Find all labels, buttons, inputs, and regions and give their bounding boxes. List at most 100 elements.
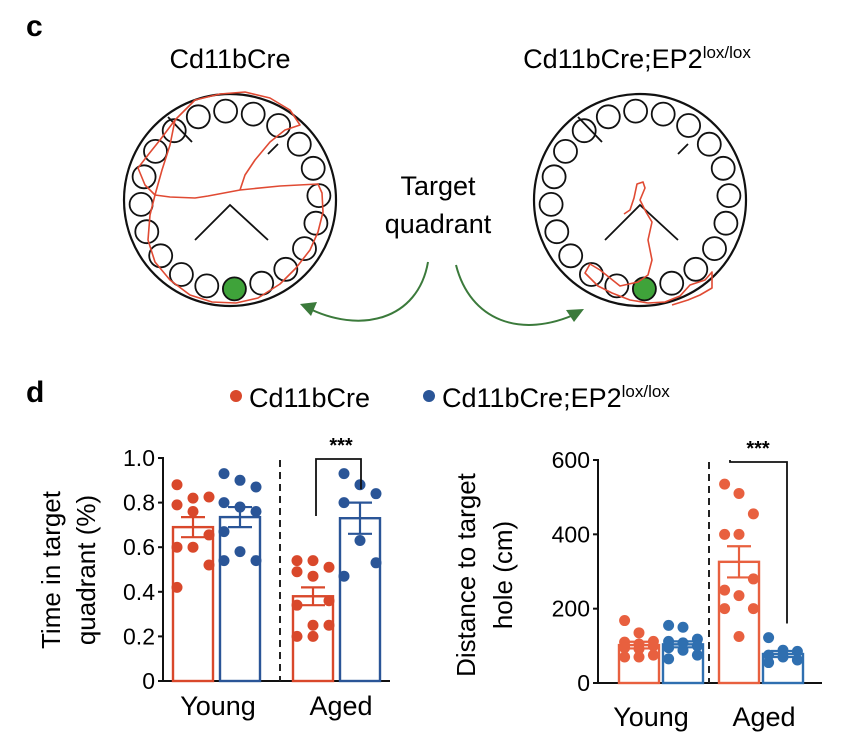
data-point <box>234 546 246 558</box>
data-point <box>763 632 775 644</box>
bar-young-knockout <box>218 515 262 683</box>
data-point <box>777 651 789 663</box>
data-point <box>323 595 335 607</box>
data-point <box>733 631 745 643</box>
data-point <box>663 619 675 631</box>
maze-hole <box>716 183 742 209</box>
data-point <box>291 630 303 642</box>
maze-hole <box>273 256 299 282</box>
barnes-maze-knockout <box>532 92 748 308</box>
data-point <box>250 555 262 567</box>
maze-hole <box>696 131 722 157</box>
target-quadrant-label-line2: quadrant <box>385 209 492 239</box>
data-point <box>354 535 366 547</box>
legend-label-control: Cd11bCre <box>249 383 370 413</box>
data-point <box>203 491 215 503</box>
maze-hole <box>194 273 220 299</box>
maze-hole <box>553 138 578 164</box>
data-point <box>733 528 745 540</box>
panel-letter-d: d <box>26 376 44 409</box>
quadrant-marker <box>677 143 689 155</box>
significance-stars: *** <box>329 435 353 457</box>
data-point <box>307 555 319 567</box>
maze-hole <box>676 113 701 138</box>
maze-hole <box>286 131 312 157</box>
barnes-maze-control <box>122 91 338 308</box>
data-point <box>733 487 745 499</box>
data-point <box>677 621 689 633</box>
maze-hole <box>544 219 570 245</box>
maze-outer-ring <box>532 92 748 308</box>
data-point <box>370 488 382 500</box>
legend-label-knockout: Cd11bCre;EP2lox/lox <box>442 382 670 413</box>
data-point <box>307 570 319 582</box>
maze-hole <box>595 104 621 130</box>
data-point <box>647 640 659 652</box>
data-point <box>218 497 230 509</box>
data-point <box>747 603 759 615</box>
maze-hole <box>128 191 154 217</box>
maze-hole <box>143 138 168 164</box>
chart-distance-to-hole: Distance to target hole (cm) Young Aged … <box>451 438 822 732</box>
quadrant-marker <box>604 203 679 241</box>
data-point <box>218 555 230 567</box>
maze-hole <box>538 191 564 217</box>
maze-hole <box>623 98 648 124</box>
maze-title-knockout: Cd11bCre;EP2lox/lox <box>523 43 751 74</box>
data-point <box>633 627 645 639</box>
maze-outer-ring <box>122 92 338 308</box>
data-point <box>234 501 246 513</box>
significance-stars: *** <box>746 438 770 460</box>
data-point <box>619 651 631 663</box>
legend-dot-control <box>230 390 242 402</box>
data-point <box>370 557 382 569</box>
target-hole <box>221 276 247 302</box>
y-tick-label: 0 <box>577 670 590 696</box>
data-point <box>307 630 319 642</box>
maze-hole <box>266 113 292 138</box>
maze-hole <box>240 101 266 127</box>
arrow-left-head <box>300 302 317 316</box>
y-tick-label: 0.6 <box>123 534 155 560</box>
data-point <box>719 584 731 596</box>
maze-hole <box>579 262 604 287</box>
maze-hole <box>702 236 727 262</box>
mouse-track <box>137 91 324 304</box>
data-point <box>747 508 759 520</box>
data-point <box>719 528 731 540</box>
x-category-young: Young <box>613 702 689 732</box>
data-point <box>250 481 262 493</box>
arrow-left <box>300 261 429 322</box>
data-point <box>747 573 759 585</box>
maze-hole <box>161 118 187 144</box>
significance-bracket <box>315 458 362 516</box>
legend: Cd11bCre Cd11bCre;EP2lox/lox <box>230 382 670 413</box>
data-point <box>691 640 703 652</box>
data-point <box>719 478 731 490</box>
maze-hole <box>213 98 239 124</box>
y-tick-label: 0.4 <box>123 579 155 605</box>
data-point <box>691 649 703 661</box>
maze-hole <box>659 270 685 296</box>
target-hole <box>632 276 657 302</box>
maze-hole <box>168 262 194 287</box>
data-point <box>338 468 350 480</box>
x-category-aged: Aged <box>732 702 795 732</box>
data-point <box>323 561 335 573</box>
maze-hole <box>134 219 160 245</box>
arrow-right-head <box>566 309 584 322</box>
quadrant-marker <box>577 116 603 143</box>
y-tick-label: 0 <box>142 668 155 694</box>
y-tick-label: 200 <box>552 596 590 622</box>
data-point <box>307 619 319 631</box>
y-tick-label: 0.2 <box>123 623 155 649</box>
maze-hole <box>303 210 329 236</box>
data-point <box>619 642 631 654</box>
data-point <box>677 644 689 656</box>
maze-hole <box>571 118 597 144</box>
y-axis-title-line1: Distance to target <box>451 472 481 677</box>
data-point <box>250 506 262 518</box>
y-axis-title-line1: Time in target <box>36 490 66 649</box>
data-point <box>619 615 631 627</box>
target-quadrant-label-line1: Target <box>400 171 476 201</box>
